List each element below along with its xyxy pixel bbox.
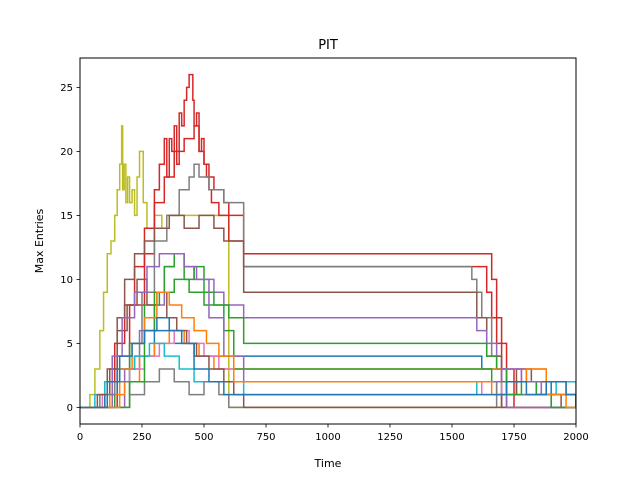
x-tick-label: 1500 (439, 432, 464, 443)
x-tick-label: 1750 (501, 432, 526, 443)
series-line-4 (80, 163, 576, 409)
y-axis-label: Max Entries (33, 208, 46, 273)
series-line-1 (80, 125, 576, 409)
series-line-17 (80, 317, 576, 409)
x-axis-label: Time (314, 457, 342, 470)
y-axis-ticks: 0 5 10 15 20 25 (60, 83, 80, 414)
x-tick-label: 2000 (563, 432, 588, 443)
x-tick-label: 0 (77, 432, 83, 443)
series-line-5 (80, 214, 576, 409)
y-tick-label: 15 (60, 211, 73, 222)
x-tick-label: 500 (194, 432, 213, 443)
series-layer (80, 73, 576, 409)
x-tick-label: 1250 (377, 432, 402, 443)
series-line-3 (80, 125, 576, 409)
chart-title: PIT (318, 38, 338, 53)
series-line-14 (80, 253, 576, 409)
y-tick-label: 25 (60, 83, 73, 94)
x-tick-label: 250 (132, 432, 151, 443)
x-tick-label: 750 (256, 432, 275, 443)
y-tick-label: 10 (60, 275, 73, 286)
y-tick-label: 0 (67, 403, 73, 414)
y-tick-label: 5 (67, 339, 73, 350)
series-line-15 (80, 253, 576, 409)
x-tick-label: 1000 (315, 432, 340, 443)
y-tick-label: 20 (60, 147, 73, 158)
x-axis-ticks: 0 250 500 750 1000 1250 1500 1750 2000 (77, 424, 589, 443)
